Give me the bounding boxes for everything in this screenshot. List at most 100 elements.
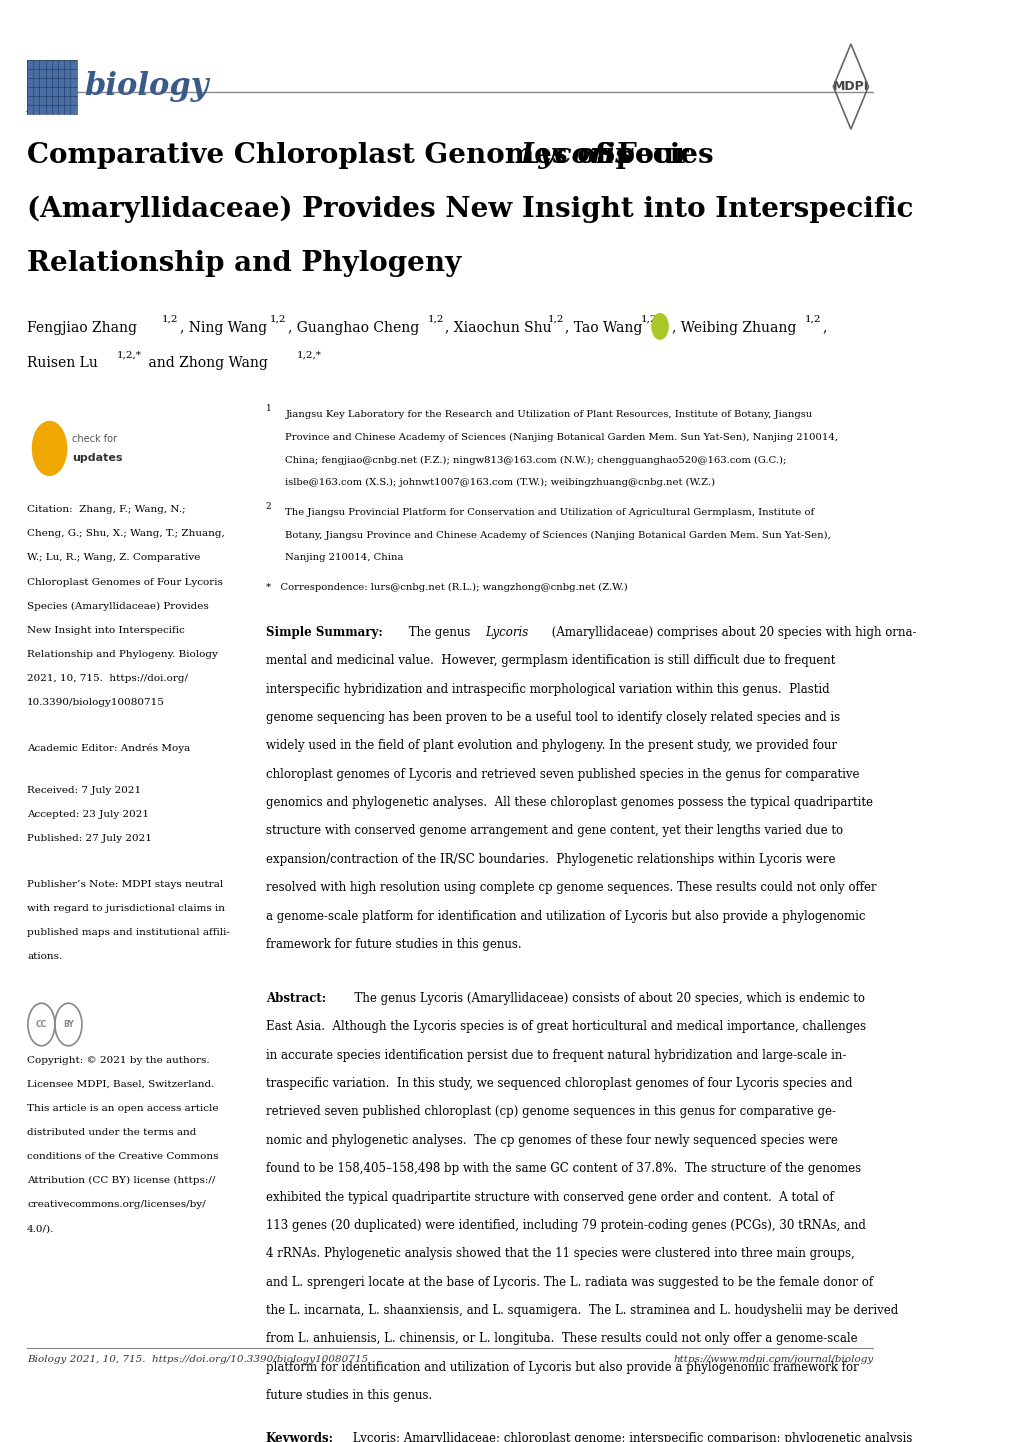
Circle shape (651, 313, 667, 339)
Text: with regard to jurisdictional claims in: with regard to jurisdictional claims in (26, 904, 225, 913)
Text: Received: 7 July 2021: Received: 7 July 2021 (26, 786, 141, 795)
Text: Academic Editor: Andrés Moya: Academic Editor: Andrés Moya (26, 744, 191, 753)
Text: structure with conserved genome arrangement and gene content, yet their lengths : structure with conserved genome arrangem… (265, 825, 842, 838)
Text: Biology 2021, 10, 715.  https://doi.org/10.3390/biology10080715: Biology 2021, 10, 715. https://doi.org/1… (26, 1355, 368, 1364)
Text: Accepted: 23 July 2021: Accepted: 23 July 2021 (26, 810, 149, 819)
Text: 1: 1 (265, 404, 271, 414)
Text: Jiangsu Key Laboratory for the Research and Utilization of Plant Resources, Inst: Jiangsu Key Laboratory for the Research … (285, 410, 812, 420)
Text: 1,2: 1,2 (427, 314, 443, 324)
Text: 1,2,*: 1,2,* (117, 350, 142, 359)
Text: Fengjiao Zhang: Fengjiao Zhang (26, 320, 142, 335)
Text: resolved with high resolution using complete cp genome sequences. These results : resolved with high resolution using comp… (265, 881, 875, 894)
Text: distributed under the terms and: distributed under the terms and (26, 1128, 197, 1138)
Text: in accurate species identification persist due to frequent natural hybridization: in accurate species identification persi… (265, 1048, 845, 1061)
Text: CC: CC (36, 1019, 47, 1030)
Text: nomic and phylogenetic analyses.  The cp genomes of these four newly sequenced s: nomic and phylogenetic analyses. The cp … (265, 1133, 837, 1146)
FancyBboxPatch shape (26, 59, 76, 114)
Text: Article: Article (26, 102, 69, 115)
Text: *   Correspondence: lurs@cnbg.net (R.L.); wangzhong@cnbg.net (Z.W.): * Correspondence: lurs@cnbg.net (R.L.); … (265, 583, 627, 593)
Text: Keywords:: Keywords: (265, 1432, 333, 1442)
Text: 1,2: 1,2 (804, 314, 820, 324)
Text: The genus: The genus (405, 626, 474, 639)
Text: updates: updates (72, 453, 122, 463)
Text: The genus Lycoris (Amaryllidaceae) consists of about 20 species, which is endemi: The genus Lycoris (Amaryllidaceae) consi… (346, 992, 864, 1005)
Text: mental and medicinal value.  However, germplasm identification is still difficul: mental and medicinal value. However, ger… (265, 655, 835, 668)
Text: 1,2: 1,2 (641, 314, 657, 324)
Text: This article is an open access article: This article is an open access article (26, 1105, 218, 1113)
Text: ations.: ations. (26, 952, 62, 962)
Text: expansion/contraction of the IR/SC boundaries.  Phylogenetic relationships withi: expansion/contraction of the IR/SC bound… (265, 852, 835, 865)
Text: conditions of the Creative Commons: conditions of the Creative Commons (26, 1152, 218, 1161)
Text: Comparative Chloroplast Genomes of Four: Comparative Chloroplast Genomes of Four (26, 141, 698, 169)
Text: framework for future studies in this genus.: framework for future studies in this gen… (265, 937, 521, 950)
Text: 1,2: 1,2 (270, 314, 286, 324)
Text: interspecific hybridization and intraspecific morphological variation within thi: interspecific hybridization and intraspe… (265, 682, 828, 695)
Text: ✓: ✓ (43, 440, 56, 457)
Text: Lycoris: Lycoris (485, 626, 528, 639)
Text: Nanjing 210014, China: Nanjing 210014, China (285, 554, 404, 562)
Text: 1,2,*: 1,2,* (297, 350, 322, 359)
Text: check for: check for (72, 434, 117, 444)
Text: https://www.mdpi.com/journal/biology: https://www.mdpi.com/journal/biology (673, 1355, 872, 1364)
Text: genome sequencing has been proven to be a useful tool to identify closely relate: genome sequencing has been proven to be … (265, 711, 839, 724)
Text: Abstract:: Abstract: (265, 992, 325, 1005)
Text: (Amaryllidaceae) Provides New Insight into Interspecific: (Amaryllidaceae) Provides New Insight in… (26, 196, 912, 224)
Text: MDPI: MDPI (832, 81, 868, 94)
Text: iD: iD (655, 324, 663, 329)
Text: 4.0/).: 4.0/). (26, 1224, 54, 1233)
Text: exhibited the typical quadripartite structure with conserved gene order and cont: exhibited the typical quadripartite stru… (265, 1191, 833, 1204)
Text: China; fengjiao@cnbg.net (F.Z.); ningw813@163.com (N.W.); chengguanghao520@163.c: China; fengjiao@cnbg.net (F.Z.); ningw81… (285, 456, 786, 464)
Text: Licensee MDPI, Basel, Switzerland.: Licensee MDPI, Basel, Switzerland. (26, 1080, 214, 1089)
Text: 4 rRNAs. Phylogenetic analysis showed that the 11 species were clustered into th: 4 rRNAs. Phylogenetic analysis showed th… (265, 1247, 854, 1260)
Text: widely used in the field of plant evolution and phylogeny. In the present study,: widely used in the field of plant evolut… (265, 740, 836, 753)
Text: Citation:  Zhang, F.; Wang, N.;: Citation: Zhang, F.; Wang, N.; (26, 505, 185, 515)
Text: Lycoris: Lycoris (520, 141, 631, 169)
Text: the L. incarnata, L. shaanxiensis, and L. squamigera.  The L. straminea and L. h: the L. incarnata, L. shaanxiensis, and L… (265, 1304, 897, 1317)
Text: East Asia.  Although the Lycoris species is of great horticultural and medical i: East Asia. Although the Lycoris species … (265, 1021, 865, 1034)
Text: islbe@163.com (X.S.); johnwt1007@163.com (T.W.); weibingzhuang@cnbg.net (W.Z.): islbe@163.com (X.S.); johnwt1007@163.com… (285, 479, 715, 487)
Text: , Tao Wang: , Tao Wang (564, 320, 646, 335)
Text: , Xiaochun Shu: , Xiaochun Shu (444, 320, 555, 335)
Text: (Amaryllidaceae) comprises about 20 species with high orna-: (Amaryllidaceae) comprises about 20 spec… (548, 626, 916, 639)
Text: future studies in this genus.: future studies in this genus. (265, 1389, 431, 1402)
Text: 2021, 10, 715.  https://doi.org/: 2021, 10, 715. https://doi.org/ (26, 673, 187, 684)
Text: Province and Chinese Academy of Sciences (Nanjing Botanical Garden Mem. Sun Yat-: Province and Chinese Academy of Sciences… (285, 433, 838, 441)
Text: traspecific variation.  In this study, we sequenced chloroplast genomes of four : traspecific variation. In this study, we… (265, 1077, 851, 1090)
Text: Botany, Jiangsu Province and Chinese Academy of Sciences (Nanjing Botanical Gard: Botany, Jiangsu Province and Chinese Aca… (285, 531, 830, 539)
Text: The Jiangsu Provincial Platform for Conservation and Utilization of Agricultural: The Jiangsu Provincial Platform for Cons… (285, 508, 814, 518)
Text: Lycoris; Amaryllidaceae; chloroplast genome; interspecific comparison; phylogene: Lycoris; Amaryllidaceae; chloroplast gen… (350, 1432, 912, 1442)
Text: New Insight into Interspecific: New Insight into Interspecific (26, 626, 184, 634)
Text: Chloroplast Genomes of Four Lycoris: Chloroplast Genomes of Four Lycoris (26, 578, 223, 587)
Text: retrieved seven published chloroplast (cp) genome sequences in this genus for co: retrieved seven published chloroplast (c… (265, 1106, 835, 1119)
Text: Species: Species (586, 141, 713, 169)
Text: Cheng, G.; Shu, X.; Wang, T.; Zhuang,: Cheng, G.; Shu, X.; Wang, T.; Zhuang, (26, 529, 224, 538)
Text: Publisher’s Note: MDPI stays neutral: Publisher’s Note: MDPI stays neutral (26, 880, 223, 888)
Text: biology: biology (85, 71, 209, 102)
Text: found to be 158,405–158,498 bp with the same GC content of 37.8%.  The structure: found to be 158,405–158,498 bp with the … (265, 1162, 860, 1175)
Text: creativecommons.org/licenses/by/: creativecommons.org/licenses/by/ (26, 1201, 206, 1210)
Text: Attribution (CC BY) license (https://: Attribution (CC BY) license (https:// (26, 1177, 215, 1185)
Text: genomics and phylogenetic analyses.  All these chloroplast genomes possess the t: genomics and phylogenetic analyses. All … (265, 796, 872, 809)
Text: 113 genes (20 duplicated) were identified, including 79 protein-coding genes (PC: 113 genes (20 duplicated) were identifie… (265, 1218, 865, 1231)
Text: 10.3390/biology10080715: 10.3390/biology10080715 (26, 698, 165, 707)
Text: a genome-scale platform for identification and utilization of Lycoris but also p: a genome-scale platform for identificati… (265, 910, 864, 923)
Text: , Weibing Zhuang: , Weibing Zhuang (672, 320, 800, 335)
Text: Relationship and Phylogeny: Relationship and Phylogeny (26, 249, 461, 277)
Text: 1,2: 1,2 (547, 314, 564, 324)
Text: 2: 2 (265, 502, 271, 512)
Text: 1,2: 1,2 (162, 314, 178, 324)
Text: Published: 27 July 2021: Published: 27 July 2021 (26, 835, 152, 844)
Text: and L. sprengeri locate at the base of Lycoris. The L. radiata was suggested to : and L. sprengeri locate at the base of L… (265, 1276, 872, 1289)
Circle shape (33, 421, 66, 476)
Text: Copyright: © 2021 by the authors.: Copyright: © 2021 by the authors. (26, 1056, 210, 1064)
Text: Species (Amaryllidaceae) Provides: Species (Amaryllidaceae) Provides (26, 601, 209, 611)
Text: , Guanghao Cheng: , Guanghao Cheng (287, 320, 423, 335)
Text: Ruisen Lu: Ruisen Lu (26, 356, 102, 371)
Text: BY: BY (63, 1019, 73, 1030)
Text: published maps and institutional affili-: published maps and institutional affili- (26, 929, 229, 937)
Text: Simple Summary:: Simple Summary: (265, 626, 382, 639)
Text: chloroplast genomes of Lycoris and retrieved seven published species in the genu: chloroplast genomes of Lycoris and retri… (265, 767, 858, 780)
Text: Relationship and Phylogeny. Biology: Relationship and Phylogeny. Biology (26, 650, 218, 659)
Text: and Zhong Wang: and Zhong Wang (144, 356, 272, 371)
Text: from L. anhuiensis, L. chinensis, or L. longituba.  These results could not only: from L. anhuiensis, L. chinensis, or L. … (265, 1332, 856, 1345)
